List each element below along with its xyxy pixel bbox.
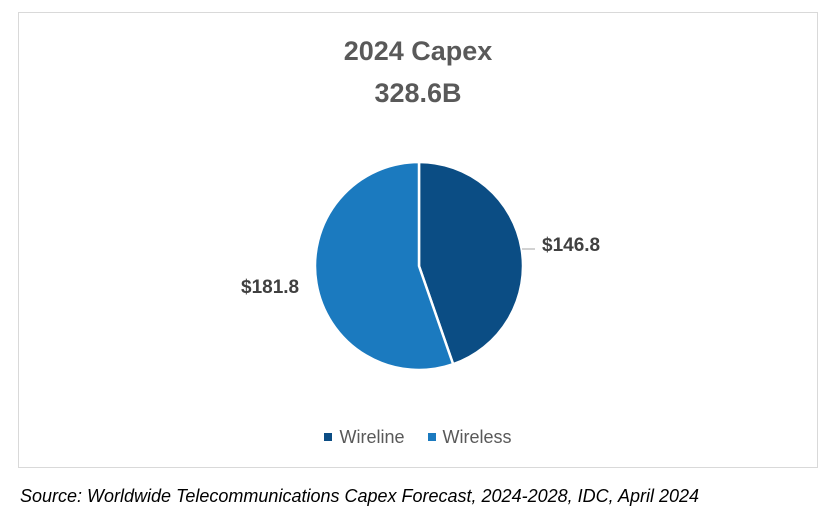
legend-item-wireline: Wireline — [324, 427, 404, 448]
pie-chart — [313, 160, 535, 372]
chart-subtitle: 328.6B — [374, 78, 462, 108]
source-note: Source: Worldwide Telecommunications Cap… — [20, 486, 699, 506]
legend-swatch-wireline — [324, 433, 333, 441]
pie-slice-wireless — [313, 160, 455, 372]
chart-frame: 2024 Capex 328.6B $146.8 $181.8 Wireline… — [18, 12, 818, 468]
chart-title: 2024 Capex — [343, 36, 493, 66]
legend-label-wireless: Wireless — [442, 426, 512, 447]
data-label-wireline: $146.8 — [542, 235, 601, 256]
legend-item-wireless: Wireless — [427, 426, 512, 448]
legend-label-wireline: Wireline — [339, 426, 405, 447]
pie-slice-wireline — [417, 160, 525, 366]
chart-legend: Wireline Wireless — [19, 425, 817, 448]
data-label-wireless: $181.8 — [241, 277, 300, 298]
legend-swatch-wireless — [427, 433, 436, 441]
